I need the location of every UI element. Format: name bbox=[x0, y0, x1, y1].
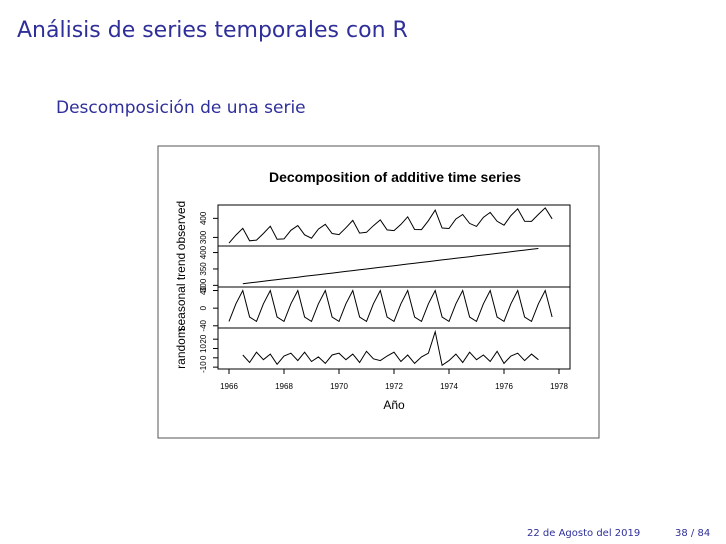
x-tick-label: 1970 bbox=[330, 382, 348, 391]
x-tick-label: 1974 bbox=[440, 382, 458, 391]
y-tick-label: 20 bbox=[199, 334, 208, 343]
footer-page: 38 / 84 bbox=[675, 528, 711, 539]
y-tick-label: -40 bbox=[199, 319, 208, 331]
x-axis-label: Año bbox=[383, 398, 405, 412]
y-tick-label: 350 bbox=[199, 262, 208, 276]
chart-title: Decomposition of additive time series bbox=[269, 169, 521, 185]
slide-title: Análisis de series temporales con R bbox=[17, 18, 408, 43]
y-tick-label: 300 bbox=[199, 230, 208, 244]
x-tick-label: 1968 bbox=[275, 382, 293, 391]
y-tick-label: 0 bbox=[199, 355, 208, 360]
y-tick-label: 300 bbox=[199, 278, 208, 292]
y-axis-label: observed bbox=[174, 201, 188, 250]
x-tick-label: 1972 bbox=[385, 382, 403, 391]
y-axis-label: trend bbox=[174, 253, 188, 280]
y-tick-label: 10 bbox=[199, 344, 208, 353]
series-line bbox=[242, 329, 539, 367]
figure-frame bbox=[157, 145, 600, 439]
series-line bbox=[228, 207, 553, 244]
y-tick-label: -10 bbox=[199, 361, 208, 373]
series-line bbox=[228, 289, 553, 323]
y-tick-label: 40 bbox=[199, 286, 208, 295]
slide-subtitle: Descomposición de una serie bbox=[56, 98, 306, 118]
y-tick-label: 0 bbox=[199, 305, 208, 310]
y-tick-label: 400 bbox=[199, 245, 208, 259]
y-tick-label: 400 bbox=[199, 211, 208, 225]
y-axis-label: random bbox=[174, 328, 188, 369]
x-tick-label: 1976 bbox=[495, 382, 513, 391]
x-tick-label: 1978 bbox=[550, 382, 568, 391]
footer-date: 22 de Agosto del 2019 bbox=[527, 528, 641, 539]
x-tick-label: 1966 bbox=[220, 382, 238, 391]
y-axis-label: seasonal bbox=[174, 283, 188, 331]
series-line bbox=[242, 248, 539, 285]
